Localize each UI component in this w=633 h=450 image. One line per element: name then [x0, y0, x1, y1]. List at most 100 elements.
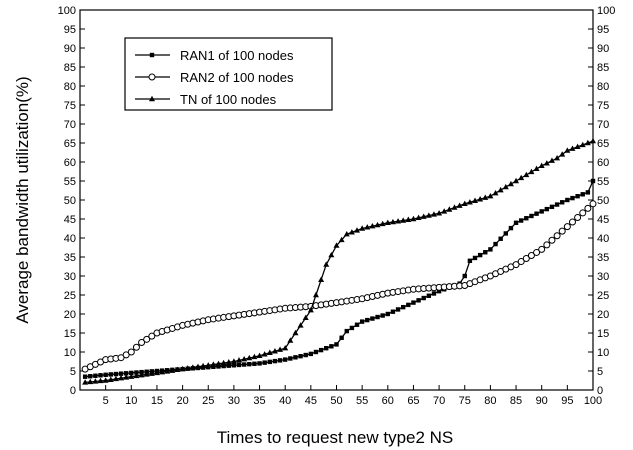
data-point: [518, 218, 524, 223]
data-point: [461, 200, 468, 206]
data-point: [194, 363, 201, 370]
data-point: [282, 345, 289, 351]
data-point: [579, 209, 587, 217]
data-point: [302, 314, 309, 320]
data-point: [159, 368, 166, 375]
data-point: [466, 199, 473, 205]
data-point: [431, 291, 437, 296]
data-point: [324, 346, 329, 351]
right-y-tick-label: 45: [597, 214, 609, 226]
legend: RAN1 of 100 nodes RAN2 of 100 nodes TN o…: [124, 37, 333, 111]
data-point: [339, 335, 344, 340]
x-tick-label: 20: [176, 395, 188, 407]
data-point: [134, 370, 139, 375]
data-point: [277, 358, 283, 363]
data-point: [518, 174, 525, 181]
data-point: [559, 151, 566, 157]
series-2: [81, 200, 597, 373]
data-point: [400, 304, 406, 310]
data-point: [354, 227, 361, 233]
data-point: [482, 194, 489, 200]
y-tick-label: 15: [64, 328, 76, 340]
data-point: [456, 202, 463, 208]
data-point: [548, 157, 555, 163]
data-point: [318, 276, 325, 282]
data-point: [538, 245, 546, 253]
right-y-tick-label: 65: [597, 138, 609, 150]
data-point: [338, 236, 345, 243]
right-y-tick-label: 85: [597, 62, 609, 74]
data-point: [323, 261, 330, 267]
data-point: [590, 178, 596, 184]
data-point: [210, 361, 217, 367]
data-point: [400, 217, 407, 223]
data-point: [329, 344, 334, 349]
data-point: [174, 366, 181, 373]
data-point: [425, 212, 432, 218]
data-point: [380, 313, 385, 318]
data-point: [507, 180, 514, 187]
data-point: [118, 371, 124, 376]
data-point: [261, 351, 268, 357]
legend-marker-ran1: [149, 52, 155, 58]
data-point: [354, 322, 360, 327]
data-point: [138, 371, 145, 378]
data-point: [564, 147, 571, 153]
data-point: [385, 311, 390, 317]
data-point: [292, 329, 299, 336]
data-point: [297, 322, 304, 328]
data-point: [98, 373, 103, 378]
legend-marker-shape: [149, 52, 155, 58]
x-tick-label: 80: [484, 395, 496, 407]
right-y-tick-label: 20: [597, 309, 609, 321]
data-point: [318, 347, 324, 353]
data-point: [231, 363, 237, 368]
data-point: [544, 206, 550, 212]
data-point: [580, 192, 585, 197]
legend-label-ran1: RAN1 of 100 nodes: [180, 48, 294, 63]
data-point: [236, 362, 242, 368]
data-point: [200, 362, 207, 369]
y-tick-label: 20: [64, 309, 76, 321]
data-point: [565, 197, 570, 203]
data-point: [477, 252, 483, 258]
data-point: [498, 236, 503, 241]
y-tick-label: 0: [70, 385, 76, 397]
y-tick-label: 75: [64, 100, 76, 112]
right-y-tick-label: 95: [597, 24, 609, 36]
data-point: [148, 370, 155, 376]
data-point: [133, 372, 140, 379]
data-point: [411, 300, 416, 305]
data-point: [364, 224, 371, 230]
y-tick-label: 60: [64, 157, 76, 169]
data-point: [241, 362, 247, 367]
series-line: [85, 180, 594, 378]
x-tick-label: 100: [584, 395, 602, 407]
data-point: [179, 365, 186, 372]
data-point: [512, 261, 520, 269]
data-point: [569, 145, 576, 151]
right-y-tick-label: 0: [597, 385, 603, 397]
data-point: [267, 359, 273, 365]
data-point: [538, 162, 545, 168]
x-tick-label: 40: [279, 395, 291, 407]
y-tick-label: 95: [64, 24, 76, 36]
right-y-tick-label: 50: [597, 195, 609, 207]
data-point: [169, 367, 176, 373]
data-point: [262, 360, 267, 365]
y-tick-label: 40: [64, 233, 76, 245]
data-point: [123, 371, 129, 376]
data-point: [122, 351, 130, 359]
series-line: [84, 203, 594, 370]
data-point: [369, 223, 376, 229]
axes: [79, 9, 594, 391]
data-point: [256, 352, 263, 358]
legend-label-ran2: RAN2 of 100 nodes: [180, 70, 294, 85]
data-point: [287, 337, 294, 343]
data-point: [492, 189, 499, 196]
data-point: [533, 248, 541, 256]
x-tick-label: 15: [151, 395, 163, 407]
x-tick-label: 5: [103, 395, 109, 407]
data-point: [554, 202, 560, 207]
